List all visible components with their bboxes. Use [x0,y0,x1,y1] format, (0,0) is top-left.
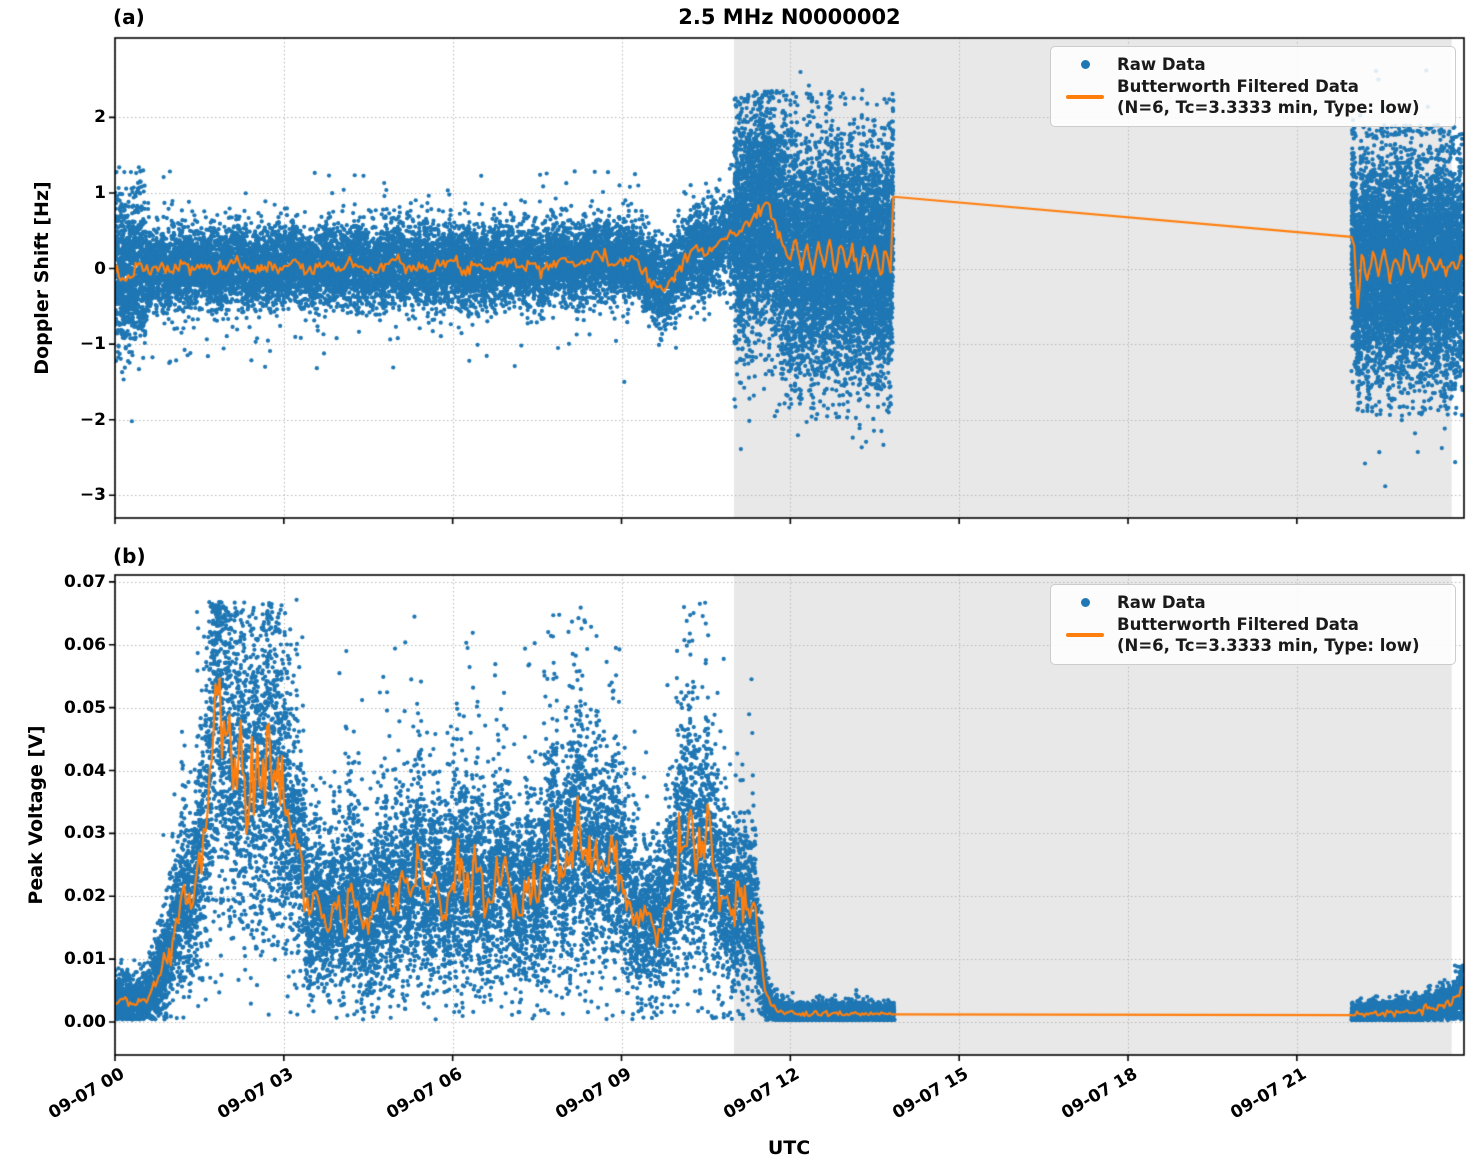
raw-data-marker-icon [1080,598,1090,608]
legend-raw-label: Raw Data [1117,593,1206,612]
panel-label-b: (b) [113,544,146,568]
legend-filtered-sublabel: (N=6, Tc=3.3333 min, Type: low) [1117,98,1420,117]
y-tick-label: 2 [94,107,106,128]
y-tick-label: 0.03 [64,823,106,844]
y-tick-label: 0.06 [64,634,106,655]
x-axis-label: UTC [767,1137,811,1159]
y-tick-label: 0.04 [64,760,106,781]
raw-data-marker-icon [1080,60,1090,70]
y-tick-label: 0 [94,258,106,279]
y-tick-label: 0.07 [64,571,106,592]
legend-entry-raw: Raw Data [1061,54,1445,76]
y-axis-label-voltage: Peak Voltage [V] [25,725,47,905]
legend-entry-filtered: Butterworth Filtered Data (N=6, Tc=3.333… [1061,614,1445,657]
y-tick-label: 0.05 [64,697,106,718]
legend-entry-raw: Raw Data [1061,592,1445,614]
legend-entry-filtered: Butterworth Filtered Data (N=6, Tc=3.333… [1061,76,1445,119]
legend-filtered-label: Butterworth Filtered Data [1117,76,1359,96]
filtered-data-marker-icon [1066,95,1104,99]
legend-filtered-sublabel: (N=6, Tc=3.3333 min, Type: low) [1117,636,1420,655]
y-tick-label: 0.02 [64,886,106,907]
figure-title: 2.5 MHz N0000002 [678,5,901,29]
y-tick-label: 1 [94,182,106,203]
y-tick-label: 0.00 [64,1011,106,1032]
panel-label-a: (a) [113,5,145,29]
y-tick-label: −2 [79,409,106,430]
y-tick-label: −1 [79,334,106,355]
filtered-data-marker-icon [1066,633,1104,637]
legend-panel-b: Raw Data Butterworth Filtered Data (N=6,… [1050,584,1456,665]
y-tick-label: −3 [79,485,106,506]
legend-filtered-label: Butterworth Filtered Data [1117,614,1359,634]
legend-panel-a: Raw Data Butterworth Filtered Data (N=6,… [1050,46,1456,127]
y-tick-label: 0.01 [64,949,106,970]
legend-raw-label: Raw Data [1117,55,1206,74]
